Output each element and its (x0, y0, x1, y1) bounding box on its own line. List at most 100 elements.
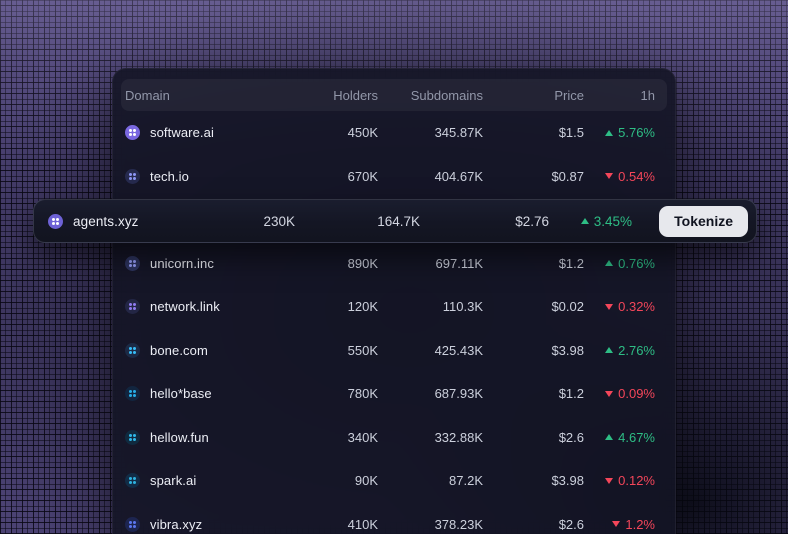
domain-logo-icon (125, 299, 140, 315)
change-cell: 0.32% (584, 299, 655, 314)
subdomains-cell: 110.3K (442, 299, 483, 315)
domain-logo-icon (125, 125, 140, 141)
change-cell: 0.76% (584, 256, 655, 271)
trend-arrow-icon (580, 218, 589, 224)
domain-name: unicorn.inc (150, 255, 214, 271)
holders-cell: 340K (347, 429, 378, 445)
domain-logo-icon (125, 168, 140, 184)
table-row[interactable]: bone.com 550K 425.43K $3.98 2.76% (113, 329, 675, 373)
price-cell: $3.98 (551, 473, 584, 489)
trend-arrow-icon (612, 521, 621, 528)
trend-arrow-icon (605, 477, 614, 484)
table-row[interactable]: spark.ai 90K 87.2K $3.98 0.12% (113, 459, 675, 503)
price-cell: $3.98 (551, 342, 584, 358)
holders-cell: 230K (263, 213, 295, 229)
table-row[interactable]: network.link 120K 110.3K $0.02 0.32% (113, 285, 675, 329)
trend-arrow-icon (605, 303, 614, 310)
price-cell: $1.2 (558, 386, 584, 402)
domain-logo-icon (125, 429, 140, 445)
subdomains-cell: 164.7K (377, 213, 420, 229)
domain-name: hello*base (150, 386, 212, 402)
table-row[interactable]: vibra.xyz 410K 378.23K $2.6 1.2% (113, 503, 675, 534)
domain-name: network.link (150, 299, 220, 315)
tokenize-button[interactable]: Tokenize (659, 205, 748, 237)
price-cell: $2.6 (558, 516, 584, 532)
change-value: 0.54% (618, 168, 655, 184)
column-header-1h: 1h (640, 87, 655, 103)
domain-logo-icon (125, 516, 140, 532)
subdomains-cell: 87.2K (449, 473, 483, 489)
change-cell: 4.67% (584, 430, 655, 445)
change-cell: 2.76% (584, 343, 655, 358)
trend-arrow-icon (605, 129, 614, 136)
domain-cell: bone.com (125, 342, 273, 358)
price-cell: $2.6 (558, 429, 584, 445)
subdomains-cell: 687.93K (434, 386, 483, 402)
domain-cell: hello*base (125, 386, 273, 402)
domain-logo-icon (125, 255, 140, 271)
holders-cell: 550K (347, 342, 378, 358)
table-header-row: Domain Holders Subdomains Price 1h (121, 79, 667, 111)
price-cell: $1.5 (558, 125, 584, 141)
price-cell: $0.02 (551, 299, 584, 315)
domain-cell: network.link (125, 299, 273, 315)
table-row[interactable]: unicorn.inc 890K 697.11K $1.2 0.76% (113, 242, 675, 286)
trend-arrow-icon (605, 347, 614, 354)
holders-cell: 450K (347, 125, 378, 141)
domain-cell: unicorn.inc (125, 255, 273, 271)
domain-cell: spark.ai (125, 473, 273, 489)
domain-name: hellow.fun (150, 429, 209, 445)
trend-arrow-icon (605, 173, 614, 180)
change-value: 0.32% (618, 299, 655, 315)
price-cell: $0.87 (551, 168, 584, 184)
domain-cell: agents.xyz (48, 213, 175, 229)
action-cell: Tokenize (632, 205, 748, 237)
change-cell: 1.2% (584, 517, 655, 532)
trend-arrow-icon (605, 260, 614, 267)
holders-cell: 780K (347, 386, 378, 402)
table-row[interactable]: hello*base 780K 687.93K $1.2 0.09% (113, 372, 675, 416)
table-row[interactable]: software.ai 450K 345.87K $1.5 5.76% (113, 111, 675, 155)
domain-cell: hellow.fun (125, 429, 273, 445)
subdomains-cell: 404.67K (434, 168, 483, 184)
column-header-price: Price (554, 87, 584, 103)
change-value: 0.09% (618, 386, 655, 402)
subdomains-cell: 697.11K (435, 255, 483, 271)
featured-row-agents-xyz[interactable]: agents.xyz 230K 164.7K $2.76 3.45% Token… (33, 199, 757, 243)
holders-cell: 120K (347, 299, 378, 315)
domain-name: bone.com (150, 342, 208, 358)
domain-logo-icon (125, 342, 140, 358)
domain-cell: tech.io (125, 168, 273, 184)
change-value: 4.67% (618, 429, 655, 445)
change-value: 0.76% (618, 255, 655, 271)
domain-cell: vibra.xyz (125, 516, 273, 532)
change-cell: 0.54% (584, 169, 655, 184)
column-header-domain: Domain (125, 87, 170, 103)
price-cell: $2.76 (515, 213, 549, 229)
subdomains-cell: 332.88K (434, 429, 483, 445)
price-cell: $1.2 (558, 255, 584, 271)
subdomains-cell: 425.43K (434, 342, 483, 358)
column-header-holders: Holders (333, 87, 378, 103)
change-cell: 0.12% (584, 473, 655, 488)
change-value: 2.76% (618, 342, 655, 358)
domain-logo-icon (125, 473, 140, 489)
column-header-subdomains: Subdomains (410, 87, 483, 103)
change-cell: 5.76% (584, 125, 655, 140)
domains-table-panel: Domain Holders Subdomains Price 1h softw… (112, 68, 676, 534)
table-row[interactable]: hellow.fun 340K 332.88K $2.6 4.67% (113, 416, 675, 460)
change-cell: 0.09% (584, 386, 655, 401)
trend-arrow-icon (605, 434, 614, 441)
trend-arrow-icon (605, 390, 614, 397)
domain-logo-icon (48, 213, 63, 229)
domain-name: agents.xyz (73, 213, 139, 229)
change-cell: 3.45% (549, 214, 632, 229)
holders-cell: 890K (347, 255, 378, 271)
subdomains-cell: 345.87K (434, 125, 483, 141)
table-row[interactable]: tech.io 670K 404.67K $0.87 0.54% (113, 155, 675, 199)
domain-name: vibra.xyz (150, 516, 203, 532)
change-value: 3.45% (593, 213, 632, 229)
change-value: 0.12% (618, 473, 655, 489)
domain-cell: software.ai (125, 125, 273, 141)
